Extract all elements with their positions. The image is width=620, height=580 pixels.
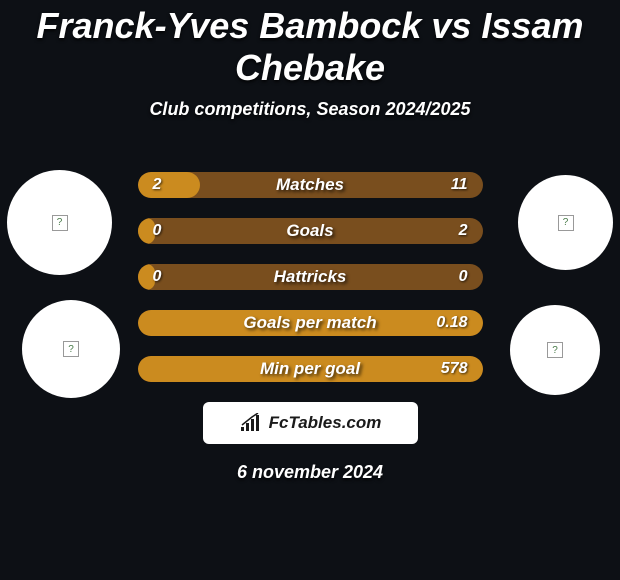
comparison-bars: 2 Matches 11 0 Goals 2 0 Hattricks 0 Goa…	[138, 150, 483, 382]
bar-value-right: 11	[451, 176, 468, 194]
image-placeholder-icon: ?	[52, 215, 68, 231]
bar-label: Min per goal	[260, 359, 360, 379]
bar-row: Min per goal 578	[138, 356, 483, 382]
bar-fill	[138, 172, 200, 198]
date-label: 6 november 2024	[0, 462, 620, 483]
image-placeholder-icon: ?	[63, 341, 79, 357]
bar-value-left: 0	[153, 268, 162, 286]
comparison-content: ? ? ? ? 2 Matches 11 0 Goals 2 0 Hattric…	[0, 150, 620, 483]
bar-value-right: 2	[459, 222, 468, 240]
attribution-badge: FcTables.com	[203, 402, 418, 444]
bar-value-left: 2	[153, 176, 162, 194]
player-circle-bottom-right: ?	[510, 305, 600, 395]
bar-row: 0 Hattricks 0	[138, 264, 483, 290]
page-title: Franck-Yves Bambock vs Issam Chebake	[0, 5, 620, 89]
bar-row: 2 Matches 11	[138, 172, 483, 198]
bar-row: Goals per match 0.18	[138, 310, 483, 336]
bar-label: Goals per match	[243, 313, 376, 333]
image-placeholder-icon: ?	[558, 215, 574, 231]
bar-label: Matches	[276, 175, 344, 195]
player-circle-top-right: ?	[518, 175, 613, 270]
player-circle-top-left: ?	[7, 170, 112, 275]
player-circle-bottom-left: ?	[22, 300, 120, 398]
header: Franck-Yves Bambock vs Issam Chebake Clu…	[0, 0, 620, 120]
subtitle: Club competitions, Season 2024/2025	[0, 99, 620, 120]
bar-value-right: 0	[459, 268, 468, 286]
image-placeholder-icon: ?	[547, 342, 563, 358]
bar-value-right: 0.18	[436, 314, 467, 332]
bar-row: 0 Goals 2	[138, 218, 483, 244]
bar-label: Hattricks	[274, 267, 347, 287]
bar-value-right: 578	[441, 360, 468, 378]
attribution-text: FcTables.com	[269, 413, 382, 433]
bar-label: Goals	[286, 221, 333, 241]
attribution-inner: FcTables.com	[239, 413, 382, 433]
chart-bars-icon	[239, 413, 263, 433]
bar-value-left: 0	[153, 222, 162, 240]
